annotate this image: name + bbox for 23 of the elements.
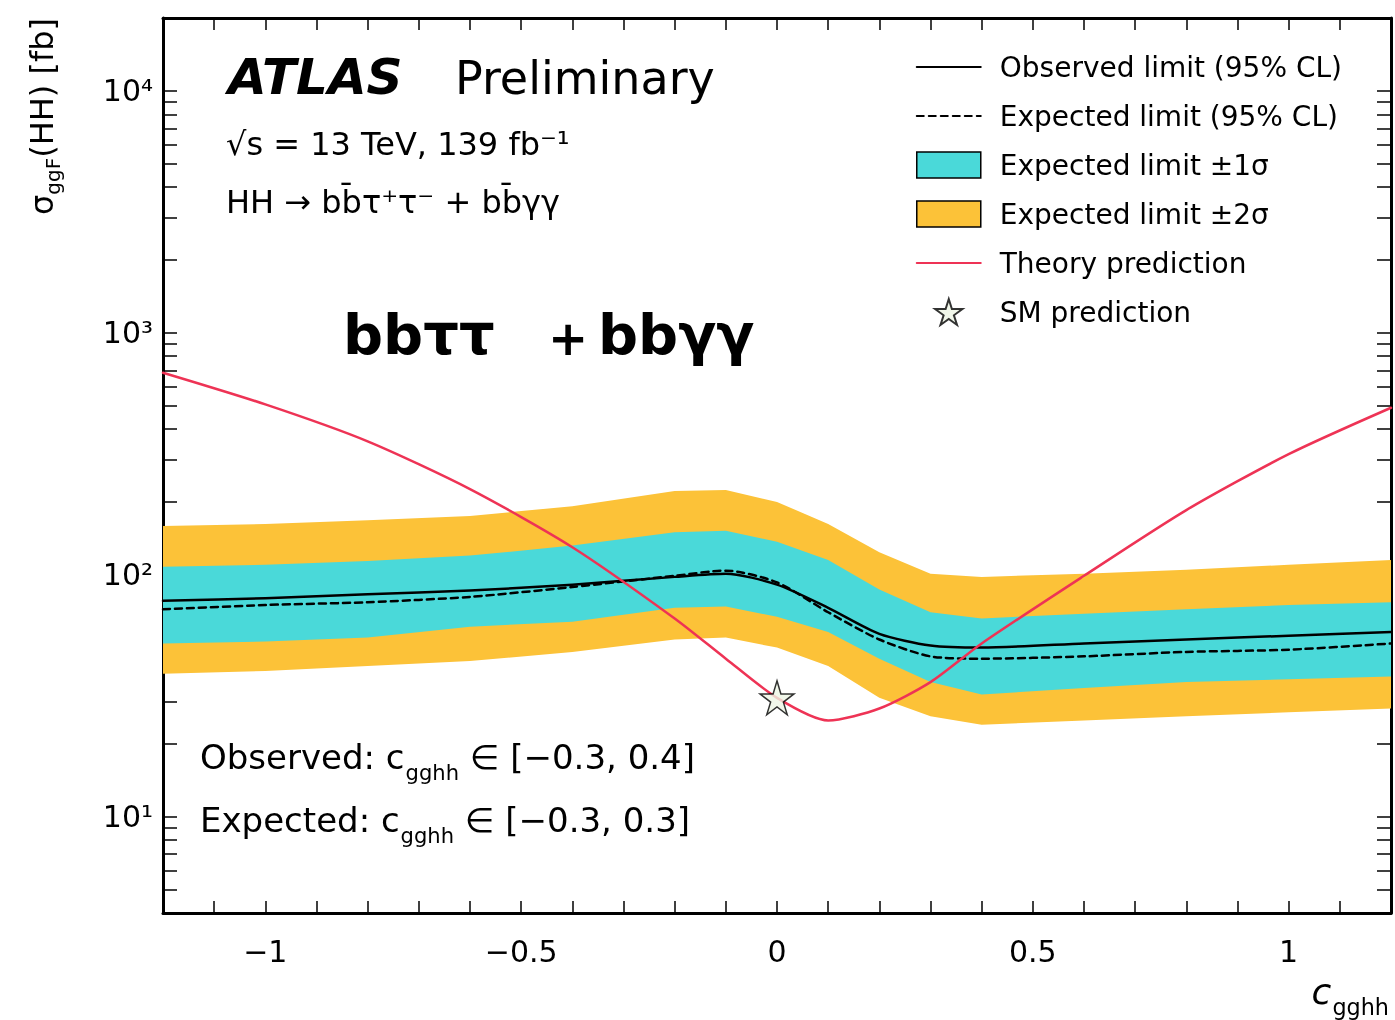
legend-label: SM prediction — [999, 295, 1192, 329]
x-tick-label: 0 — [767, 934, 787, 969]
y-tick-label: 10³ — [102, 315, 153, 351]
x-tick-label: 1 — [1279, 934, 1299, 969]
annotation: + — [548, 310, 589, 366]
y-tick-label: 10⁴ — [102, 73, 153, 109]
x-tick-label: −0.5 — [484, 934, 558, 969]
annotation: √s = 13 TeV, 139 fb⁻¹ — [226, 125, 570, 163]
legend-label: Expected limit ±2σ — [999, 197, 1269, 231]
line-series — [161, 371, 1393, 722]
annotation: HH → bb̄τ⁺τ⁻ + bb̄γγ — [226, 182, 560, 221]
legend-label: Expected limit ±1σ — [999, 148, 1269, 182]
annotation: bbγγ — [598, 301, 755, 367]
y-tick-label: 10² — [102, 557, 153, 593]
annotation: Preliminary — [455, 51, 715, 105]
x-tick-label: 0.5 — [1008, 934, 1057, 969]
annotation: ATLAS — [224, 48, 403, 106]
annotation: bbττ — [343, 301, 495, 367]
x-tick-label: −1 — [243, 934, 288, 969]
legend-label: Expected limit (95% CL) — [999, 99, 1338, 133]
legend-label: Observed limit (95% CL) — [999, 50, 1342, 84]
y-tick-label: 10¹ — [102, 799, 153, 835]
legend-label: Theory prediction — [998, 246, 1247, 280]
